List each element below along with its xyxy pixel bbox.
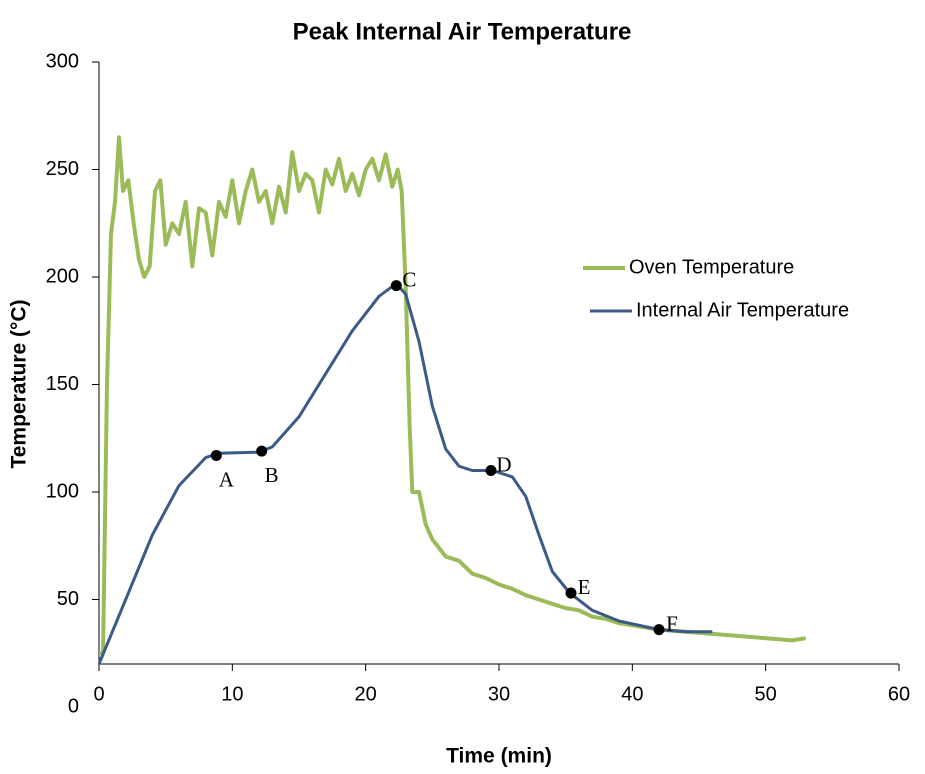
- y-tick-label: 250: [46, 158, 79, 180]
- y-axis-label: Temperature (°C): [8, 299, 31, 468]
- x-tick-label: 10: [221, 683, 243, 705]
- annotation-point: [485, 465, 497, 476]
- x-tick-label: 40: [621, 683, 643, 705]
- x-tick-label: 50: [755, 683, 777, 705]
- legend-label: Oven Temperature: [629, 256, 794, 278]
- annotation-label: A: [219, 467, 235, 491]
- annotation-point: [390, 280, 402, 292]
- x-tick-label: 30: [488, 683, 510, 705]
- y-tick-label: 100: [46, 480, 79, 502]
- y-tick-label: 300: [46, 50, 79, 72]
- x-axis-label: Time (min): [446, 745, 552, 768]
- series-line: [99, 135, 807, 656]
- y-tick-label: 50: [57, 588, 79, 610]
- annotation-label: F: [666, 611, 678, 635]
- y-tick-label: 150: [46, 373, 79, 395]
- y-tick-label: 0: [68, 695, 79, 717]
- annotation-point: [565, 587, 577, 599]
- annotation-point: [210, 449, 222, 461]
- annotation-label: D: [496, 452, 511, 476]
- annotation-point: [653, 624, 665, 636]
- annotation-label: B: [265, 463, 279, 487]
- annotation-label: E: [578, 575, 591, 599]
- annotation-label: C: [402, 267, 416, 291]
- y-tick-label: 200: [46, 265, 79, 287]
- x-tick-label: 60: [888, 683, 910, 705]
- x-tick-label: 20: [355, 683, 377, 705]
- chart-title: Peak Internal Air Temperature: [293, 18, 632, 45]
- annotation-point: [256, 445, 268, 457]
- x-tick-label: 0: [93, 683, 104, 705]
- legend-label: Internal Air Temperature: [636, 299, 849, 321]
